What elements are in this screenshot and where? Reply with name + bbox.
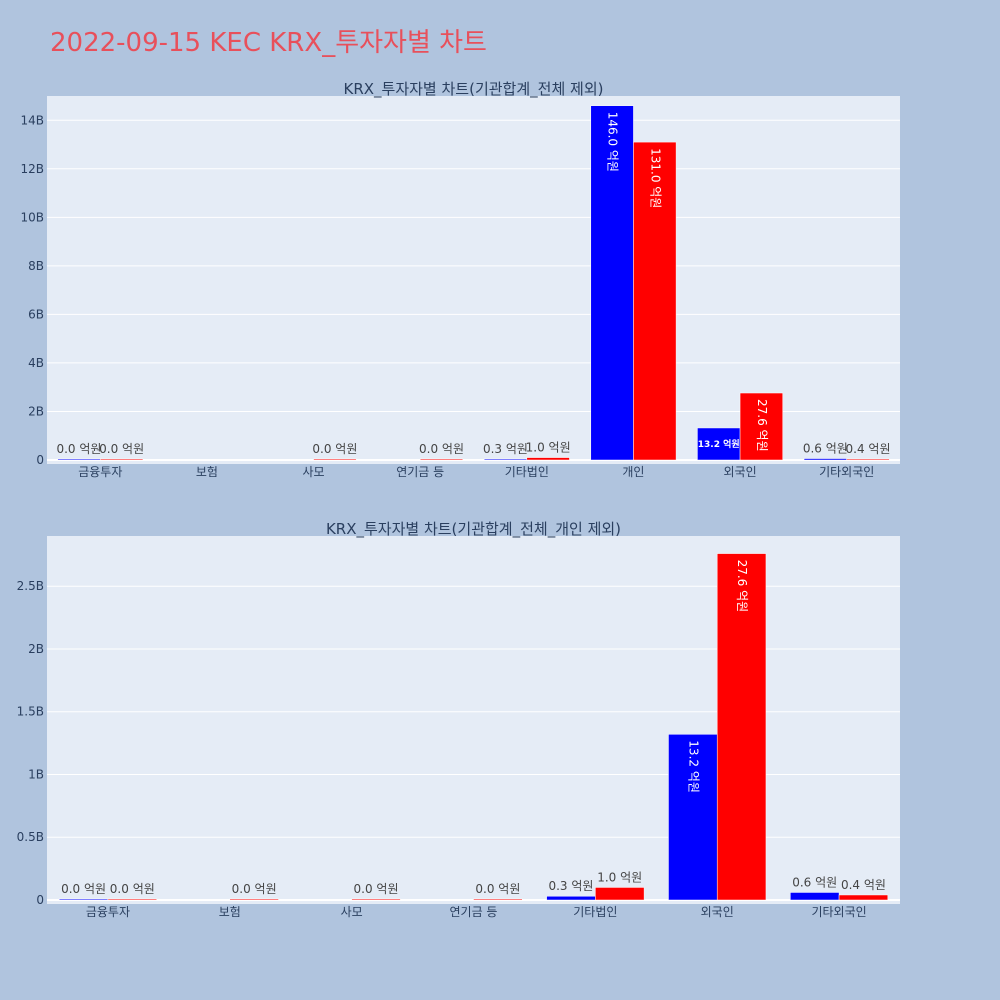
chart-title: KRX_투자자별 차트(기관합계_전체 제외): [344, 80, 604, 99]
y-tick-label: 1.5B: [17, 705, 44, 719]
y-tick-label: 2B: [28, 642, 44, 656]
x-tick-label: 기타법인: [573, 905, 617, 919]
bar-label: 1.0 억원: [597, 870, 642, 884]
bar: [739, 392, 783, 461]
bar-label: 0.3 억원: [548, 879, 593, 893]
y-tick-label: 2B: [28, 404, 44, 418]
bar-label: 27.6 억원: [735, 560, 749, 613]
bar: [483, 458, 528, 461]
bar-label: 0.4 억원: [846, 442, 891, 456]
y-tick-label: 6B: [28, 307, 44, 321]
bar-label: 13.2 억원: [698, 438, 740, 450]
x-tick-label: 기타외국인: [819, 465, 874, 479]
bar: [595, 887, 645, 901]
bar: [668, 734, 718, 901]
bar: [473, 898, 523, 901]
bar-label: 0.0 억원: [354, 882, 399, 896]
bar-label: 0.0 억원: [312, 442, 357, 456]
y-tick-label: 0: [36, 453, 44, 467]
bar-label: 0.0 억원: [232, 882, 277, 896]
bar-label: 0.3 억원: [483, 442, 528, 456]
x-tick-label: 사모: [303, 465, 325, 479]
bar-label: 1.0 억원: [526, 441, 571, 455]
bar: [100, 458, 144, 461]
x-tick-label: 기타법인: [505, 465, 549, 479]
bar: [546, 895, 596, 901]
page-title: 2022-09-15 KEC KRX_투자자별 차트: [50, 28, 487, 58]
x-tick-label: 외국인: [701, 905, 734, 919]
bar: [351, 898, 401, 901]
bar: [838, 894, 889, 901]
y-tick-label: 1B: [28, 767, 44, 781]
bar: [107, 898, 157, 901]
y-tick-label: 2.5B: [17, 579, 44, 593]
bar: [313, 458, 357, 461]
bar-label: 0.4 억원: [841, 878, 886, 892]
chart-title: KRX_투자자별 차트(기관합계_전체_개인 제외): [326, 520, 621, 539]
y-tick-label: 0: [36, 893, 44, 907]
y-tick-label: 4B: [28, 356, 44, 370]
bar: [419, 458, 464, 461]
bar-label: 131.0 억원: [648, 148, 662, 208]
x-tick-label: 사모: [341, 905, 363, 919]
plot-area: [47, 536, 900, 904]
bar: [633, 141, 677, 461]
bar: [697, 427, 741, 461]
bar-label: 146.0 억원: [606, 112, 620, 172]
bar-label: 0.0 억원: [99, 442, 144, 456]
x-tick-label: 보험: [196, 465, 218, 479]
x-tick-label: 금융투자: [86, 905, 130, 919]
bar: [790, 892, 840, 901]
x-tick-label: 개인: [622, 465, 644, 479]
bar-label: 0.0 억원: [56, 442, 101, 456]
bar-label: 0.6 억원: [792, 875, 837, 889]
x-tick-label: 기타외국인: [811, 905, 866, 919]
bar: [803, 458, 847, 461]
bar-label: 13.2 억원: [686, 740, 700, 793]
bar: [58, 898, 109, 901]
bar: [716, 553, 767, 901]
y-tick-label: 12B: [20, 162, 44, 176]
y-tick-label: 8B: [28, 259, 44, 273]
y-tick-label: 0.5B: [17, 830, 44, 844]
y-tick-label: 14B: [20, 113, 44, 127]
bar-label: 0.6 억원: [803, 442, 848, 456]
bar-label: 0.0 억원: [419, 442, 464, 456]
bar-label: 0.0 억원: [110, 882, 155, 896]
bar-label: 27.6 억원: [755, 399, 769, 452]
x-tick-label: 외국인: [724, 465, 757, 479]
x-tick-label: 금융투자: [78, 465, 122, 479]
y-tick-label: 10B: [20, 210, 44, 224]
x-tick-label: 보험: [219, 905, 241, 919]
bar: [57, 458, 101, 461]
bar: [229, 898, 279, 901]
x-tick-label: 연기금 등: [396, 465, 444, 479]
bar-label: 0.0 억원: [475, 882, 520, 896]
bar: [526, 457, 570, 461]
x-tick-label: 연기금 등: [450, 905, 498, 919]
bar-label: 0.0 억원: [61, 882, 106, 896]
bar: [846, 458, 890, 461]
